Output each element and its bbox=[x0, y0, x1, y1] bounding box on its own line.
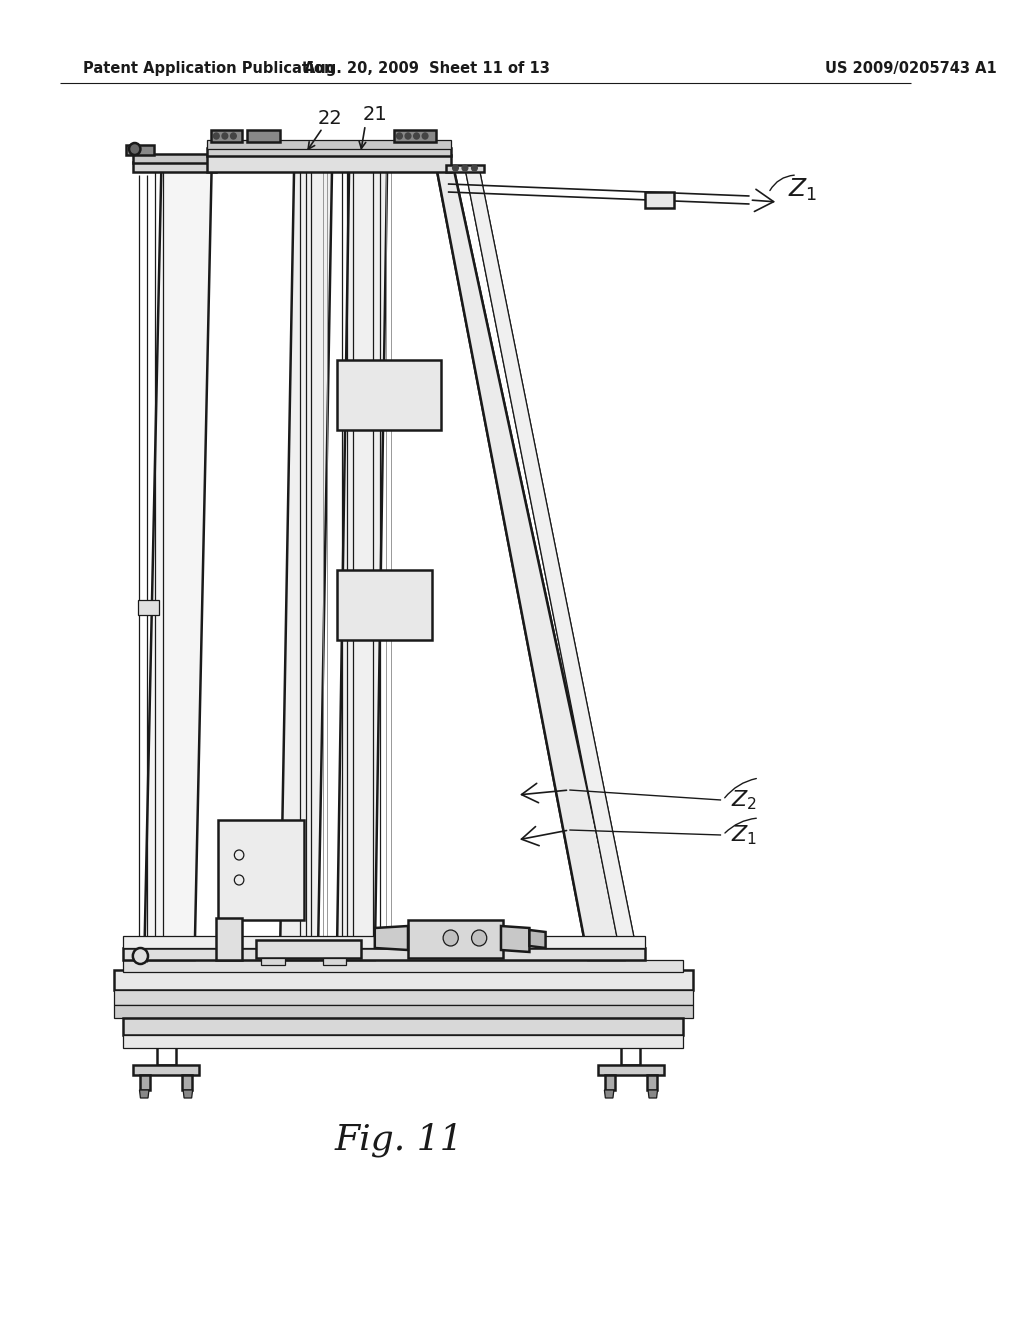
Polygon shape bbox=[645, 191, 674, 209]
Polygon shape bbox=[465, 168, 639, 960]
Polygon shape bbox=[207, 148, 451, 156]
Text: 21: 21 bbox=[362, 106, 387, 124]
Polygon shape bbox=[337, 570, 432, 640]
Text: Patent Application Publication: Patent Application Publication bbox=[84, 61, 335, 75]
Text: 22: 22 bbox=[317, 108, 343, 128]
Polygon shape bbox=[261, 958, 285, 965]
Text: US 2009/0205743 A1: US 2009/0205743 A1 bbox=[825, 61, 997, 75]
Circle shape bbox=[422, 133, 428, 139]
Polygon shape bbox=[123, 936, 645, 948]
Polygon shape bbox=[182, 1074, 191, 1090]
Polygon shape bbox=[218, 820, 304, 920]
Polygon shape bbox=[648, 1090, 657, 1098]
Polygon shape bbox=[604, 1090, 614, 1098]
Polygon shape bbox=[114, 970, 692, 990]
Polygon shape bbox=[211, 129, 242, 143]
Circle shape bbox=[462, 165, 468, 172]
Polygon shape bbox=[605, 1074, 614, 1090]
Polygon shape bbox=[144, 170, 212, 960]
Polygon shape bbox=[133, 162, 216, 172]
Polygon shape bbox=[375, 927, 408, 950]
Polygon shape bbox=[216, 917, 242, 960]
Circle shape bbox=[222, 133, 227, 139]
Polygon shape bbox=[436, 168, 625, 960]
Polygon shape bbox=[394, 129, 436, 143]
Polygon shape bbox=[114, 1005, 692, 1018]
Circle shape bbox=[129, 143, 140, 154]
Polygon shape bbox=[139, 1090, 148, 1098]
Polygon shape bbox=[207, 140, 451, 149]
Circle shape bbox=[472, 931, 486, 946]
Polygon shape bbox=[123, 1018, 683, 1035]
Polygon shape bbox=[501, 927, 529, 952]
Polygon shape bbox=[529, 931, 546, 948]
Circle shape bbox=[133, 948, 148, 964]
Polygon shape bbox=[445, 165, 484, 172]
Polygon shape bbox=[137, 601, 160, 615]
Polygon shape bbox=[337, 360, 441, 430]
Polygon shape bbox=[133, 1065, 200, 1074]
Text: Fig. 11: Fig. 11 bbox=[334, 1123, 463, 1158]
Text: Aug. 20, 2009  Sheet 11 of 13: Aug. 20, 2009 Sheet 11 of 13 bbox=[304, 61, 550, 75]
Polygon shape bbox=[647, 1074, 656, 1090]
Text: $Z_2$: $Z_2$ bbox=[730, 788, 757, 812]
Circle shape bbox=[453, 165, 459, 172]
Circle shape bbox=[213, 133, 219, 139]
Circle shape bbox=[414, 133, 420, 139]
Circle shape bbox=[406, 133, 411, 139]
Polygon shape bbox=[123, 1035, 683, 1048]
Polygon shape bbox=[408, 920, 503, 958]
Circle shape bbox=[230, 133, 237, 139]
Circle shape bbox=[396, 133, 402, 139]
Polygon shape bbox=[207, 154, 451, 172]
Polygon shape bbox=[323, 958, 346, 965]
Text: $Z_1$: $Z_1$ bbox=[787, 177, 817, 203]
Polygon shape bbox=[280, 165, 332, 960]
Polygon shape bbox=[337, 165, 387, 960]
Polygon shape bbox=[183, 1090, 193, 1098]
Polygon shape bbox=[140, 1074, 150, 1090]
Polygon shape bbox=[123, 948, 645, 960]
Polygon shape bbox=[133, 154, 216, 162]
Text: $Z_1$: $Z_1$ bbox=[730, 824, 757, 847]
Polygon shape bbox=[123, 960, 683, 972]
Polygon shape bbox=[126, 145, 154, 154]
Circle shape bbox=[472, 165, 477, 172]
Polygon shape bbox=[256, 940, 360, 958]
Circle shape bbox=[443, 931, 459, 946]
Polygon shape bbox=[247, 129, 280, 143]
Polygon shape bbox=[598, 1065, 665, 1074]
Polygon shape bbox=[114, 990, 692, 1005]
